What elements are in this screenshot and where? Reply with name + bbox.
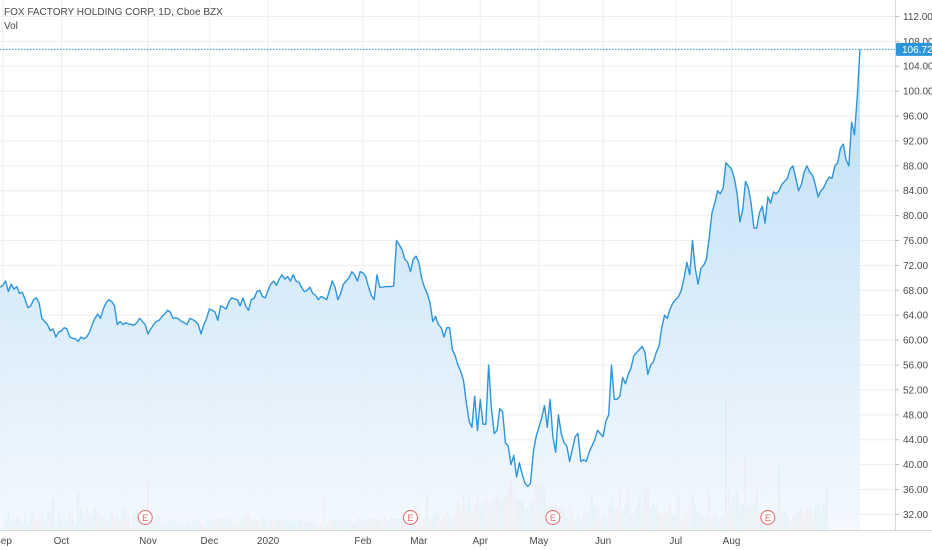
x-tick-label: Sep <box>0 536 12 547</box>
volume-indicator-label[interactable]: Vol <box>4 21 18 32</box>
y-tick-label: 96.00 <box>903 112 928 123</box>
last-price-label: 106.72 <box>896 42 932 56</box>
y-tick-label: 60.00 <box>903 336 928 347</box>
earnings-marker[interactable]: E <box>545 510 561 525</box>
y-tick-label: 84.00 <box>903 186 928 197</box>
earnings-marker[interactable]: E <box>760 510 776 525</box>
earnings-marker-circle <box>137 510 153 525</box>
earnings-marker-label: E <box>550 513 556 523</box>
earnings-marker-circle <box>545 510 561 525</box>
y-tick-label: 100.00 <box>903 87 932 98</box>
y-tick-label: 44.00 <box>903 435 928 446</box>
x-tick-label: Apr <box>472 536 488 547</box>
y-tick-label: 112.00 <box>903 12 932 23</box>
symbol-title[interactable]: FOX FACTORY HOLDING CORP, 1D, Cboe BZX <box>4 7 223 18</box>
y-tick-label: 48.00 <box>903 410 928 421</box>
last-price-value: 106.72 <box>902 45 932 56</box>
x-tick-label: Jun <box>595 536 611 547</box>
y-tick-label: 88.00 <box>903 161 928 172</box>
earnings-marker-circle <box>760 510 776 525</box>
chart-legend: FOX FACTORY HOLDING CORP, 1D, Cboe BZX V… <box>4 6 223 34</box>
earnings-marker-label: E <box>765 513 771 523</box>
earnings-marker-label: E <box>407 513 413 523</box>
x-tick-label: 2020 <box>257 536 280 547</box>
price-line <box>0 49 861 488</box>
y-tick-label: 80.00 <box>903 211 928 222</box>
y-tick-label: 76.00 <box>903 236 928 247</box>
x-tick-label: Mar <box>410 536 428 547</box>
x-tick-label: Oct <box>54 536 70 547</box>
y-tick-label: 40.00 <box>903 460 928 471</box>
y-tick-label: 52.00 <box>903 385 928 396</box>
y-tick-label: 108.00 <box>903 37 932 48</box>
x-tick-label: Dec <box>201 536 219 547</box>
y-tick-label: 104.00 <box>903 62 932 73</box>
x-tick-label: May <box>529 536 548 547</box>
y-tick-label: 68.00 <box>903 286 928 297</box>
x-tick-label: Aug <box>723 536 741 547</box>
y-tick-label: 64.00 <box>903 311 928 322</box>
x-tick-label: Feb <box>354 536 372 547</box>
earnings-marker[interactable]: E <box>137 510 153 525</box>
price-area-fill <box>0 49 860 530</box>
x-tick-label: Nov <box>139 536 157 547</box>
y-tick-label: 72.00 <box>903 261 928 272</box>
y-tick-label: 92.00 <box>903 136 928 147</box>
time-axis[interactable]: Sep Oct Nov Dec 2020 Feb Mar Apr May Jun Jul Aug <box>0 536 740 547</box>
earnings-marker-circle <box>402 510 418 525</box>
y-tick-label: 56.00 <box>903 361 928 372</box>
x-tick-label: Jul <box>669 536 682 547</box>
price-axis[interactable]: 112.00 108.00 104.00 100.00 96.00 92.00 88.00 8… <box>895 12 932 521</box>
y-tick-label: 36.00 <box>903 485 928 496</box>
earnings-marker-label: E <box>142 513 148 523</box>
y-tick-label: 32.00 <box>903 510 928 521</box>
earnings-marker[interactable]: E <box>402 510 418 525</box>
